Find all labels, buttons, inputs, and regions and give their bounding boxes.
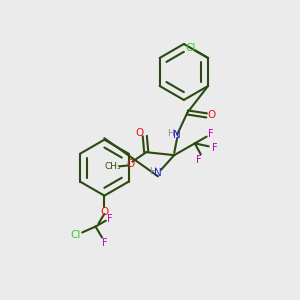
Text: Cl: Cl — [185, 44, 195, 53]
Text: N: N — [173, 130, 181, 140]
Text: O: O — [135, 128, 144, 138]
Text: Cl: Cl — [70, 230, 81, 240]
Text: F: F — [208, 129, 214, 139]
Text: H: H — [167, 129, 174, 138]
Text: O: O — [126, 159, 134, 169]
Text: N: N — [154, 168, 162, 178]
Text: CH₃: CH₃ — [104, 162, 121, 171]
Text: F: F — [196, 155, 202, 165]
Text: F: F — [107, 214, 113, 224]
Text: F: F — [101, 238, 107, 248]
Text: F: F — [212, 143, 218, 153]
Text: O: O — [208, 110, 216, 120]
Text: H: H — [149, 167, 155, 176]
Text: O: O — [100, 206, 109, 217]
